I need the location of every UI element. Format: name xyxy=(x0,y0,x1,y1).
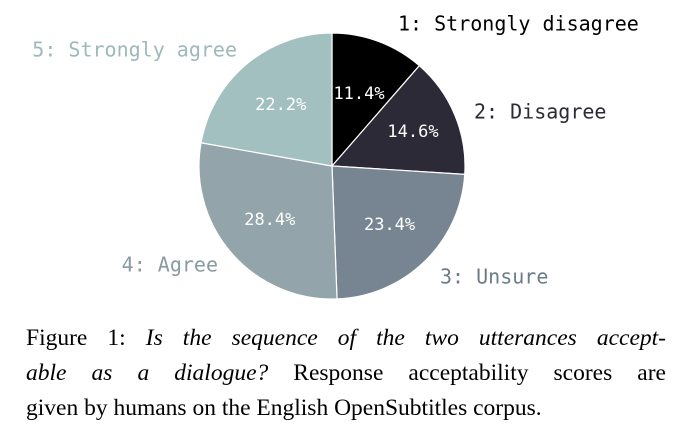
slice-category-label-4: 4: Agree xyxy=(122,253,218,277)
caption-prefix: Figure 1: xyxy=(26,325,146,351)
caption-line-3: given by humans on the English OpenSubti… xyxy=(26,395,542,421)
pie-slice-3 xyxy=(331,165,466,300)
slice-percent-label-3: 23.4% xyxy=(364,215,415,235)
slice-category-label-1: 1: Strongly disagree xyxy=(398,12,639,36)
pie-slice-5 xyxy=(200,32,333,167)
caption-italic-part-1: Is the sequence of the two utterances ac… xyxy=(145,325,666,351)
pie-slice-4 xyxy=(198,142,338,300)
caption-line-1: Figure 1: Is the sequence of the two utt… xyxy=(26,321,666,356)
slice-category-label-3: 3: Unsure xyxy=(440,265,548,289)
slice-percent-label-4: 28.4% xyxy=(244,210,295,230)
slice-percent-label-2: 14.6% xyxy=(387,122,438,142)
caption-rest-line-2: Response acceptability scores are xyxy=(268,360,666,386)
pie-chart: 11.4%14.6% 23.4% 28.4% 22.2% 1: Strongly dis… xyxy=(32,12,639,300)
slice-percent-label-5: 22.2% xyxy=(255,95,306,115)
pie-slice-2 xyxy=(330,64,466,175)
caption-italic-part-2: able as a dialogue? xyxy=(26,360,269,386)
figure-caption: Figure 1: Is the sequence of the two utt… xyxy=(26,321,666,426)
caption-line-2: able as a dialogue? Response acceptabili… xyxy=(26,356,666,391)
pie-slice-1 xyxy=(331,32,421,168)
slice-category-label-2: 2: Disagree xyxy=(474,100,606,124)
slice-category-label-5: 5: Strongly agree xyxy=(32,38,237,62)
slice-percent-label-1: 11.4% xyxy=(333,84,384,104)
